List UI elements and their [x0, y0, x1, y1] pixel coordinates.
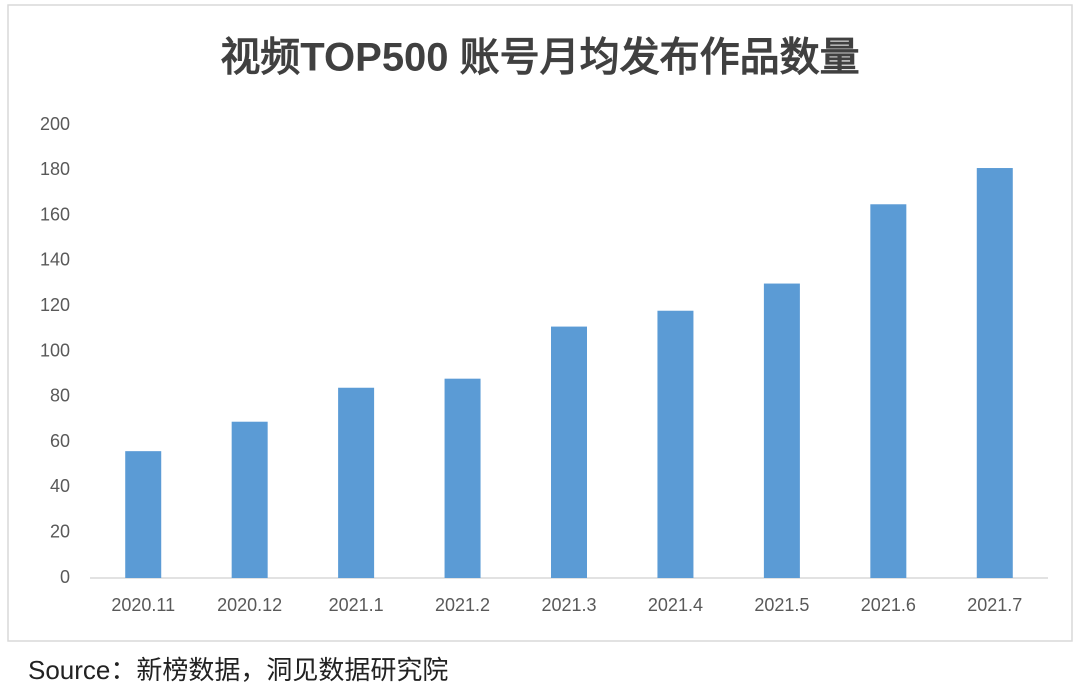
source-note: Source：新榜数据，洞见数据研究院	[28, 655, 448, 685]
x-tick-label: 2021.7	[967, 595, 1022, 615]
x-tick-label: 2021.6	[861, 595, 916, 615]
chart-title: 视频TOP500 账号月均发布作品数量	[220, 36, 859, 80]
x-tick-label: 2021.1	[329, 595, 384, 615]
x-tick-label: 2020.11	[111, 595, 175, 615]
bar	[444, 378, 481, 578]
bar	[338, 387, 375, 578]
bar	[763, 283, 800, 578]
x-tick-label: 2021.2	[435, 595, 490, 615]
y-tick-label: 40	[50, 476, 70, 496]
y-tick-label: 180	[40, 159, 70, 179]
x-tick-label: 2020.12	[217, 595, 282, 615]
bar	[870, 204, 907, 578]
y-tick-label: 0	[60, 567, 70, 587]
y-tick-label: 60	[50, 431, 70, 451]
y-tick-label: 100	[40, 340, 70, 360]
chart-frame	[7, 4, 1073, 642]
y-tick-label: 200	[40, 114, 70, 134]
bar	[551, 326, 587, 578]
bar	[231, 421, 268, 578]
bar	[125, 451, 162, 578]
y-tick-label: 120	[40, 295, 70, 315]
y-tick-label: 80	[50, 386, 70, 406]
y-tick-label: 140	[40, 250, 70, 270]
bar	[657, 310, 694, 578]
bar	[976, 168, 1013, 578]
y-tick-label: 20	[50, 521, 70, 541]
x-tick-label: 2021.5	[754, 595, 809, 615]
x-tick-label: 2021.4	[648, 595, 703, 615]
x-tick-label: 2021.3	[541, 595, 596, 615]
y-tick-label: 160	[40, 204, 70, 224]
